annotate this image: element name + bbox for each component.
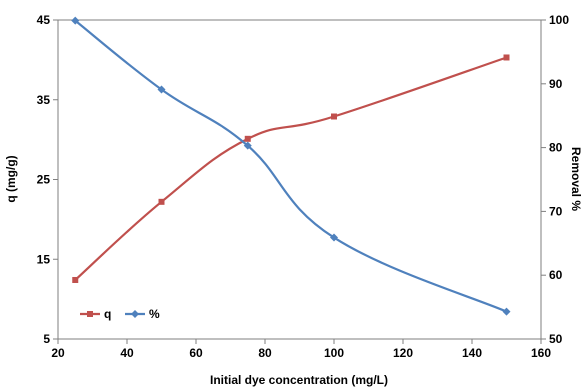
x-axis-title: Initial dye concentration (mg/L): [210, 373, 388, 387]
y-tick-label: 45: [37, 13, 51, 27]
x-tick-label: 20: [51, 346, 65, 360]
y2-tick-label: 60: [549, 268, 563, 282]
series-removal: [71, 16, 511, 316]
y-tick-label: 35: [37, 93, 51, 107]
y2-tick-label: 100: [549, 13, 569, 27]
legend-marker: [131, 310, 139, 318]
data-point: [244, 135, 251, 142]
x-tick-label: 80: [258, 346, 272, 360]
series-line: [74, 19, 507, 313]
y-tick-label: 25: [37, 173, 51, 187]
data-point: [72, 276, 79, 283]
x-tick-label: 160: [531, 346, 551, 360]
data-point: [503, 54, 510, 61]
legend-label: q: [104, 307, 111, 321]
data-point: [158, 198, 165, 205]
y2-tick-label: 50: [549, 332, 563, 346]
series-line: [74, 56, 507, 281]
y2-tick-label: 80: [549, 141, 563, 155]
plot-frame: [57, 19, 542, 340]
data-point: [243, 141, 252, 150]
x-tick-label: 120: [393, 346, 413, 360]
data-point: [71, 16, 80, 25]
data-point: [502, 307, 511, 316]
legend-marker: [87, 311, 93, 317]
y2-tick-label: 70: [549, 204, 563, 218]
y2-axis-title: Removal %: [569, 147, 581, 211]
legend-item-removal: %: [125, 307, 160, 321]
data-point: [330, 233, 338, 242]
x-tick-label: 60: [189, 346, 203, 360]
legend: q%: [80, 307, 160, 321]
data-point: [157, 85, 166, 94]
y2-tick-label: 90: [549, 77, 563, 91]
y-tick-label: 5: [43, 332, 50, 346]
data-point: [331, 113, 337, 120]
series-layer: [71, 16, 511, 316]
y-tick-label: 15: [37, 252, 51, 266]
axes: [57, 19, 542, 340]
legend-item-q: q: [80, 307, 111, 321]
x-tick-label: 100: [324, 346, 344, 360]
y-axis-title: q (mg/g): [4, 155, 18, 202]
ticks: 20 40 60 80 100 120 140 160 5 15 25 35 45 50 60 70 80 90 1…: [37, 13, 570, 360]
x-tick-label: 140: [462, 346, 482, 360]
x-tick-label: 40: [120, 346, 134, 360]
series-q: [72, 54, 510, 283]
legend-label: %: [149, 307, 160, 321]
